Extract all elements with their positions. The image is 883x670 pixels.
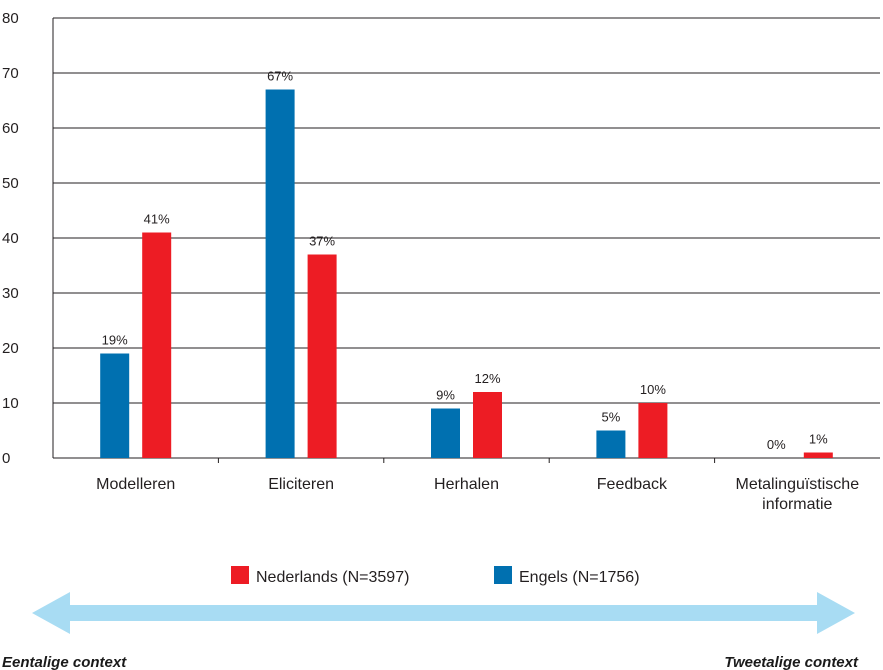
bar xyxy=(431,408,460,458)
category-label: Herhalen xyxy=(434,476,499,493)
data-label: 67% xyxy=(267,69,293,84)
data-label: 12% xyxy=(474,371,500,386)
bar xyxy=(803,452,833,458)
context-arrow xyxy=(32,592,855,634)
bar xyxy=(307,254,337,458)
data-label: 5% xyxy=(602,410,621,425)
category-label: Metalinguïstische xyxy=(735,476,859,493)
category-label: Eliciteren xyxy=(268,476,334,493)
bar xyxy=(265,89,295,458)
y-tick-label: 70 xyxy=(2,65,19,82)
data-label: 0% xyxy=(767,437,786,452)
legend: Nederlands (N=3597) Engels (N=1756) xyxy=(231,566,640,586)
y-tick-label: 80 xyxy=(2,10,19,27)
legend-label: Engels (N=1756) xyxy=(519,569,640,586)
legend-label: Nederlands (N=3597) xyxy=(256,569,409,586)
bar xyxy=(473,392,502,458)
data-label: 9% xyxy=(436,388,455,403)
data-label: 41% xyxy=(144,212,170,227)
axes: 0 10 20 30 40 50 60 70 80 xyxy=(2,10,880,467)
legend-swatch xyxy=(494,566,512,584)
y-tick-label: 40 xyxy=(2,230,19,247)
context-left-label: Eentalige context xyxy=(2,654,127,670)
category-label: informatie xyxy=(762,496,832,513)
category-label: Feedback xyxy=(597,476,668,493)
y-tick-label: 50 xyxy=(2,175,19,192)
data-labels: 19% 41% 67% 37% 9% 12% 5% 10% 0% 1% xyxy=(102,69,828,453)
bar xyxy=(142,232,172,458)
category-label: Modelleren xyxy=(96,476,175,493)
y-tick-label: 0 xyxy=(2,450,10,467)
bar xyxy=(638,403,668,458)
context-right-label: Tweetalige context xyxy=(724,654,859,670)
y-tick-label: 20 xyxy=(2,340,19,357)
y-tick-label: 30 xyxy=(2,285,19,302)
gridlines xyxy=(53,17,880,404)
bar xyxy=(596,430,626,458)
category-labels: Modelleren Eliciteren Herhalen Feedback Meta… xyxy=(96,476,859,513)
bar xyxy=(100,353,130,458)
data-label: 1% xyxy=(809,432,828,447)
legend-swatch xyxy=(231,566,249,584)
bars xyxy=(100,89,833,458)
data-label: 37% xyxy=(309,234,335,249)
y-tick-label: 10 xyxy=(2,395,19,412)
data-label: 19% xyxy=(102,333,128,348)
y-tick-label: 60 xyxy=(2,120,19,137)
data-label: 10% xyxy=(640,382,666,397)
